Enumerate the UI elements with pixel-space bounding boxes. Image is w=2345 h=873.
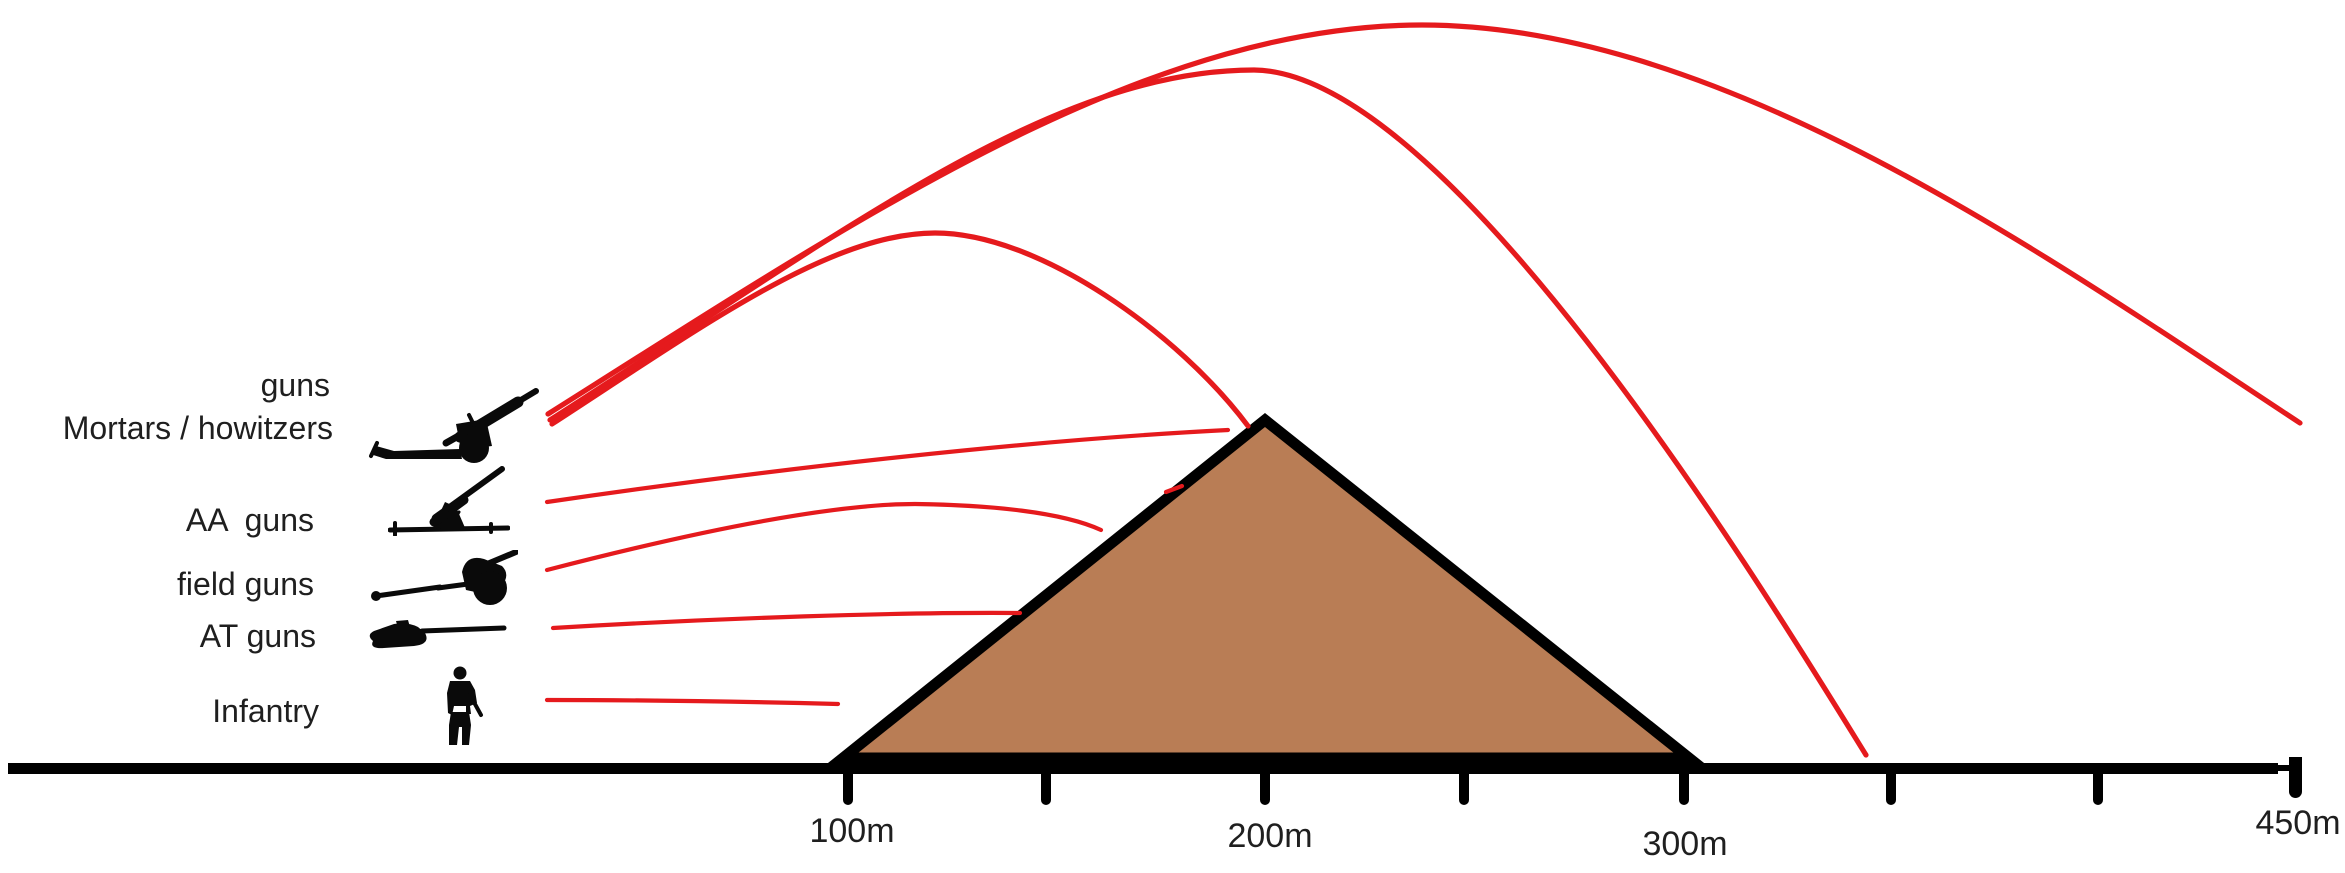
- soldier-icon: [436, 665, 484, 747]
- axis-tick-100m: [843, 771, 853, 805]
- hill-slope-impact-mark: [1163, 483, 1185, 495]
- field-gun-icon: [368, 550, 518, 608]
- aa-gun-icon: [388, 466, 510, 536]
- trajectory-mortar-high-arc: [547, 67, 1869, 758]
- axis-tick-200m: [1260, 771, 1270, 805]
- axis-tick-300m: [1679, 771, 1689, 805]
- axis-label-200m: 200m: [1227, 817, 1313, 855]
- trajectory-infantry-line: [544, 697, 841, 707]
- axis-end-tick: [2289, 757, 2302, 798]
- trajectory-field-gun-arc: [544, 501, 1104, 573]
- trajectory-aa-gun-line: [544, 427, 1231, 505]
- axis-tick-150m: [1041, 771, 1051, 805]
- label-field-guns: field guns: [177, 566, 314, 602]
- axis-label-100m: 100m: [809, 812, 895, 850]
- axis-tick-250m: [1459, 771, 1469, 805]
- label-guns: guns: [260, 367, 330, 403]
- label-mortars-howitzers: Mortars / howitzers: [62, 410, 333, 446]
- label-infantry: Infantry: [212, 693, 319, 729]
- trajectory-mortar-short-arc: [549, 230, 1251, 429]
- at-gun-icon: [366, 618, 508, 653]
- axis-tick-400m: [2093, 771, 2103, 805]
- hill-triangle: [827, 412, 1705, 764]
- label-at-guns: AT guns: [199, 618, 316, 654]
- trajectory-guns-long-arc: [545, 22, 2303, 426]
- ground-line-end: [2274, 765, 2294, 771]
- axis-label-450m: 450m: [2255, 804, 2341, 842]
- label-aa-guns: AA guns: [185, 502, 314, 538]
- axis-label-300m: 300m: [1642, 825, 1728, 863]
- ground-line: [8, 763, 2278, 774]
- axis-tick-350m: [1886, 771, 1896, 805]
- trajectory-at-gun-line: [550, 610, 1023, 631]
- howitzer-icon: [368, 388, 540, 468]
